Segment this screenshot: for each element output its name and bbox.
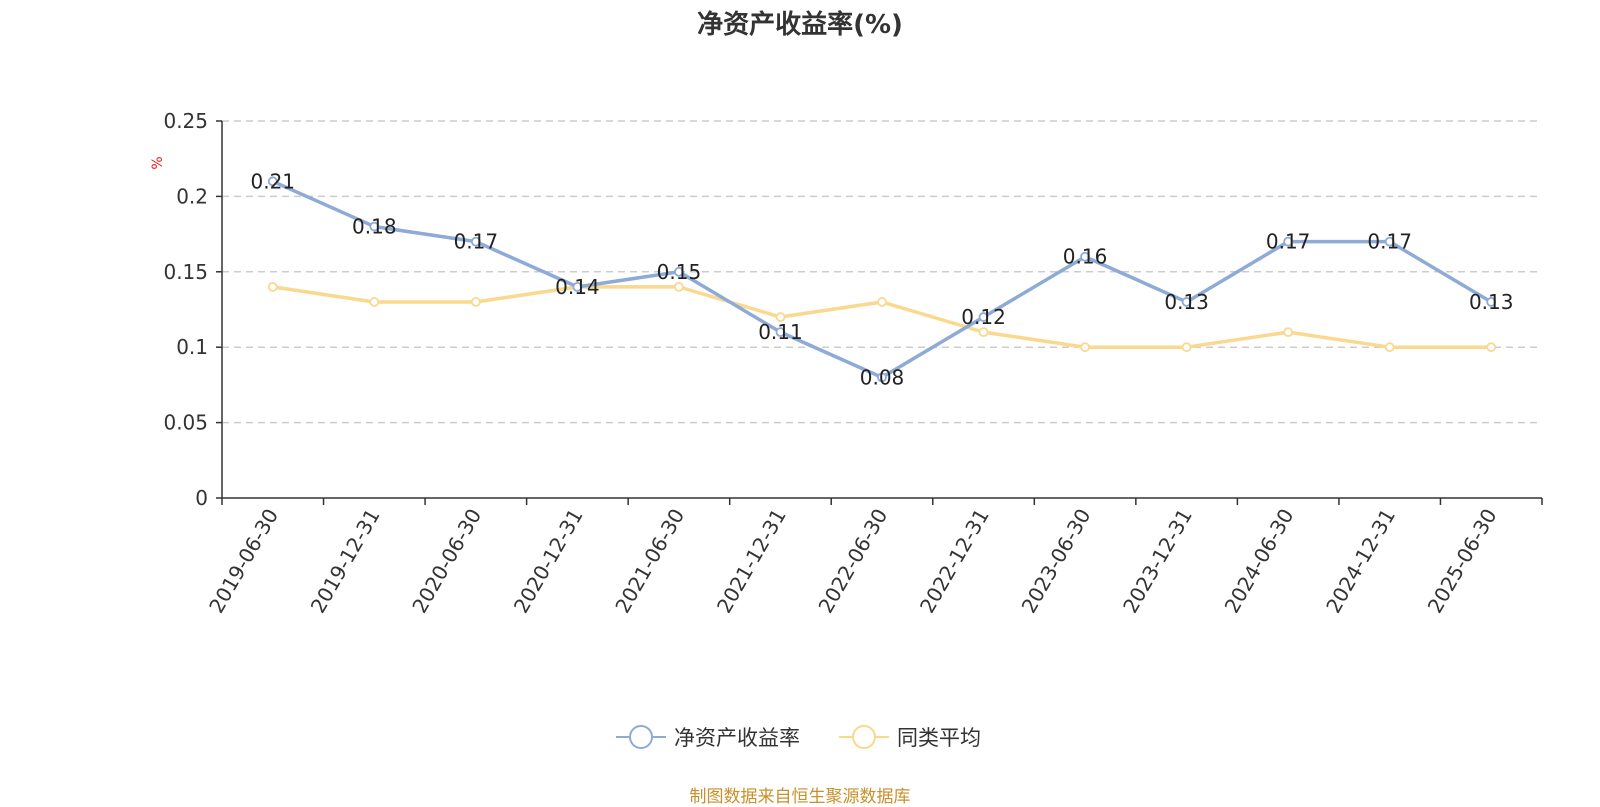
series-point-1: [674, 281, 684, 292]
data-label: 0.18: [352, 215, 397, 239]
x-tick-label: 2023-06-30: [1017, 505, 1096, 618]
series-point-0: [267, 176, 278, 187]
y-axis-unit-label: %: [150, 156, 166, 169]
legend-circle-icon: [852, 725, 876, 749]
grid-lines: [222, 120, 1542, 424]
data-label: 0.13: [1469, 290, 1514, 314]
x-tick-label: 2024-06-30: [1220, 505, 1299, 618]
series-point-0: [775, 327, 786, 338]
legend-item-1[interactable]: 同类平均: [839, 725, 981, 750]
y-tick-label: 0.2: [176, 184, 208, 208]
series-point-0: [1384, 236, 1395, 247]
series-line-1: [272, 285, 1492, 349]
series-point-1: [1181, 342, 1192, 353]
y-tick-label: 0.1: [176, 335, 208, 359]
series-point-1: [775, 312, 786, 322]
data-label: 0.16: [1063, 245, 1108, 269]
legend[interactable]: 净资产收益率 同类平均: [616, 725, 981, 750]
series-point-0: [470, 236, 481, 247]
series-point-1: [877, 297, 887, 307]
y-tick-label: 0.25: [163, 109, 208, 133]
x-tick-label: 2020-06-30: [407, 505, 486, 618]
series-point-1: [267, 281, 278, 292]
x-tick-label: 2025-06-30: [1423, 505, 1502, 618]
x-tick-label: 2019-12-31: [306, 505, 385, 618]
x-tick-label: 2021-12-31: [712, 505, 791, 618]
series-point-1: [470, 297, 481, 307]
legend-circle-icon: [629, 725, 653, 749]
x-tick-label: 2024-12-31: [1321, 505, 1400, 618]
x-tick-label: 2022-06-30: [813, 505, 892, 618]
series-point-1: [1080, 342, 1090, 353]
series-point-0: [1486, 297, 1497, 307]
data-label: 0.11: [758, 320, 803, 344]
x-tick-label: 2021-06-30: [610, 505, 689, 618]
legend-label: 同类平均: [897, 726, 981, 750]
x-tick-label: 2020-12-31: [509, 505, 588, 618]
y-tick-label: 0.15: [163, 260, 208, 284]
data-label: 0.13: [1164, 290, 1209, 314]
series-point-1: [369, 297, 380, 307]
legend-item-0[interactable]: 净资产收益率: [616, 725, 800, 750]
source-note: 制图数据来自恒生聚源数据库: [689, 787, 911, 807]
x-tick-label: 2019-06-30: [204, 505, 283, 618]
series-point-1: [1384, 342, 1395, 353]
series-point-0: [369, 221, 380, 232]
chart-title: 净资产收益率(%): [697, 10, 903, 40]
series-point-1: [1283, 327, 1294, 338]
series-point-0: [1080, 251, 1090, 262]
series-point-0: [572, 281, 583, 292]
series-point-1: [1486, 342, 1497, 353]
data-label: 0.08: [860, 365, 905, 389]
y-tick-label: 0.05: [163, 411, 208, 435]
series-point-0: [674, 266, 684, 277]
data-labels: 0.21 0.18 0.17 0.14 0.15 0.11 0.08 0.12 0.16 0.13…: [251, 169, 1514, 389]
data-label: 0.15: [657, 260, 702, 284]
series-line-0: [272, 179, 1493, 380]
data-label: 0.17: [1266, 230, 1311, 254]
series-layer: [267, 176, 1497, 383]
series-point-0: [1181, 297, 1192, 307]
data-label: 0.21: [251, 169, 296, 193]
data-label: 0.17: [454, 230, 499, 254]
series-point-0: [1283, 236, 1294, 247]
y-tick-label: 0: [195, 486, 208, 510]
series-point-1: [978, 327, 989, 338]
data-label: 0.17: [1367, 230, 1412, 254]
x-tick-label: 2023-12-31: [1118, 505, 1197, 618]
series-point-0: [877, 372, 887, 383]
data-label: 0.14: [555, 275, 600, 299]
x-tick-label: 2022-12-31: [915, 505, 994, 618]
series-point-0: [978, 312, 989, 322]
data-label: 0.12: [961, 305, 1006, 329]
legend-label: 净资产收益率: [674, 726, 800, 750]
